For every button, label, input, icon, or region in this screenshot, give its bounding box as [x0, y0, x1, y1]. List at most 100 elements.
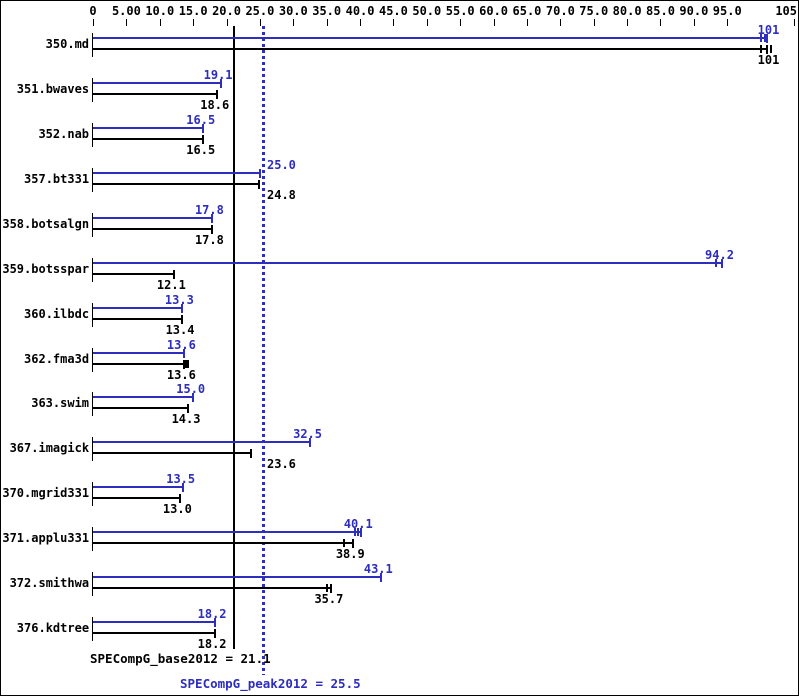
base-error-mark: [326, 584, 329, 592]
base-bar-end-cap: [351, 539, 354, 548]
axis-tick: [426, 19, 428, 26]
axis-tick: [293, 19, 295, 26]
axis-tick: [794, 19, 795, 26]
peak-bar-end-cap: [308, 438, 311, 447]
peak-bar: [93, 396, 194, 398]
row-start-tick: [92, 78, 93, 102]
axis-tick: [159, 19, 161, 26]
peak-value-label: 25.0: [267, 158, 296, 172]
base-bar-end-cap: [330, 584, 333, 593]
peak-value-label: 19.1: [203, 68, 233, 82]
axis-tick: [627, 19, 629, 26]
peak-bar-end-cap: [379, 573, 382, 582]
benchmark-name: 376.kdtree: [16, 621, 90, 635]
peak-bar-end-cap: [202, 124, 205, 133]
row-start-tick: [92, 527, 93, 551]
base-reference-line: [232, 26, 235, 649]
base-bar-end-cap: [257, 180, 260, 189]
axis-tick: [126, 19, 128, 26]
axis-tick-label: 5.00: [111, 4, 141, 18]
base-value-label: 12.1: [156, 278, 186, 292]
axis-tick-label: 50.0: [412, 4, 442, 18]
peak-bar: [93, 307, 182, 309]
benchmark-name: 372.smithwa: [9, 576, 90, 590]
axis-tick-label: 20.0: [212, 4, 241, 18]
base-bar: [93, 138, 204, 140]
peak-bar-end-cap: [359, 528, 362, 537]
axis-tick: [93, 19, 94, 26]
axis-tick: [493, 19, 495, 26]
benchmark-name: 357.bt331: [24, 172, 90, 186]
base-bar-end-cap: [181, 315, 184, 324]
axis-tick-label: 15.0: [178, 4, 208, 18]
base-bar-end-cap: [202, 135, 205, 144]
base-bar: [93, 183, 259, 185]
base-value-label: 35.7: [314, 592, 344, 606]
base-value-label: 13.0: [162, 502, 192, 516]
axis-tick-label: 85.0: [646, 4, 675, 18]
peak-bar-end-cap: [210, 214, 213, 223]
row-start-tick: [92, 617, 93, 641]
base-bar-end-cap: [216, 90, 219, 99]
base-error-mark: [759, 45, 762, 53]
row-start-tick: [92, 33, 93, 57]
row-start-tick: [92, 348, 93, 372]
axis-tick-label: 105: [775, 4, 798, 18]
peak-bar-end-cap: [182, 349, 185, 358]
axis-tick-label: 40.0: [345, 4, 375, 18]
axis-tick-label: 95.0: [712, 4, 742, 18]
base-value-label: 17.8: [194, 233, 224, 247]
axis-tick: [727, 19, 729, 26]
peak-value-label: 13.5: [166, 472, 196, 486]
base-bar: [93, 632, 215, 634]
base-bar: [93, 363, 184, 365]
axis-tick: [526, 19, 528, 26]
benchmark-name: 352.nab: [38, 127, 90, 141]
peak-value-label: 43.1: [363, 562, 393, 576]
base-value-label: 38.9: [335, 547, 365, 561]
peak-bar: [93, 352, 184, 354]
benchmark-name: 351.bwaves: [16, 82, 90, 96]
base-bar: [93, 93, 218, 95]
axis-tick-label: 30.0: [278, 4, 308, 18]
peak-error-mark: [763, 34, 766, 42]
row-start-tick: [92, 258, 93, 282]
peak-bar-end-cap: [213, 618, 216, 627]
peak-bar-end-cap: [219, 79, 222, 88]
peak-error-mark: [357, 528, 360, 536]
base-bar-end-cap: [766, 45, 769, 54]
peak-value-label: 94.2: [705, 248, 734, 262]
row-start-tick: [92, 392, 93, 416]
base-bar-end-cap: [187, 404, 190, 413]
peak-summary-label: SPECompG_peak2012 = 25.5: [180, 676, 361, 691]
peak-bar: [93, 621, 215, 623]
benchmark-name: 363.swim: [31, 396, 90, 410]
base-bar-end-cap: [178, 494, 181, 503]
benchmark-name: 359.botsspar: [2, 262, 90, 276]
peak-bar-end-cap: [192, 393, 195, 402]
axis-tick: [326, 19, 328, 26]
base-bar: [93, 48, 768, 50]
axis-tick-label: 45.0: [378, 4, 408, 18]
benchmark-name: 358.botsalgn: [2, 217, 90, 231]
row-start-tick: [92, 168, 93, 192]
axis-tick-label: 80.0: [612, 4, 642, 18]
base-bar: [93, 497, 180, 499]
peak-bar: [93, 441, 310, 443]
row-start-tick: [92, 437, 93, 461]
axis-tick-label: 35.0: [312, 4, 342, 18]
axis-tick: [460, 19, 462, 26]
peak-value-label: 101: [757, 23, 780, 37]
peak-reference-line: [262, 26, 266, 675]
base-bar: [93, 273, 174, 275]
axis-tick: [693, 19, 695, 26]
row-start-tick: [92, 482, 93, 506]
row-start-tick: [92, 123, 93, 147]
base-bar-end-cap: [182, 360, 185, 369]
base-bar: [93, 228, 212, 230]
base-value-label: 23.6: [267, 457, 296, 471]
base-value-label: 16.5: [186, 143, 216, 157]
peak-value-label: 13.3: [164, 293, 194, 307]
base-error-mark: [184, 360, 187, 368]
base-value-label: 24.8: [267, 188, 296, 202]
